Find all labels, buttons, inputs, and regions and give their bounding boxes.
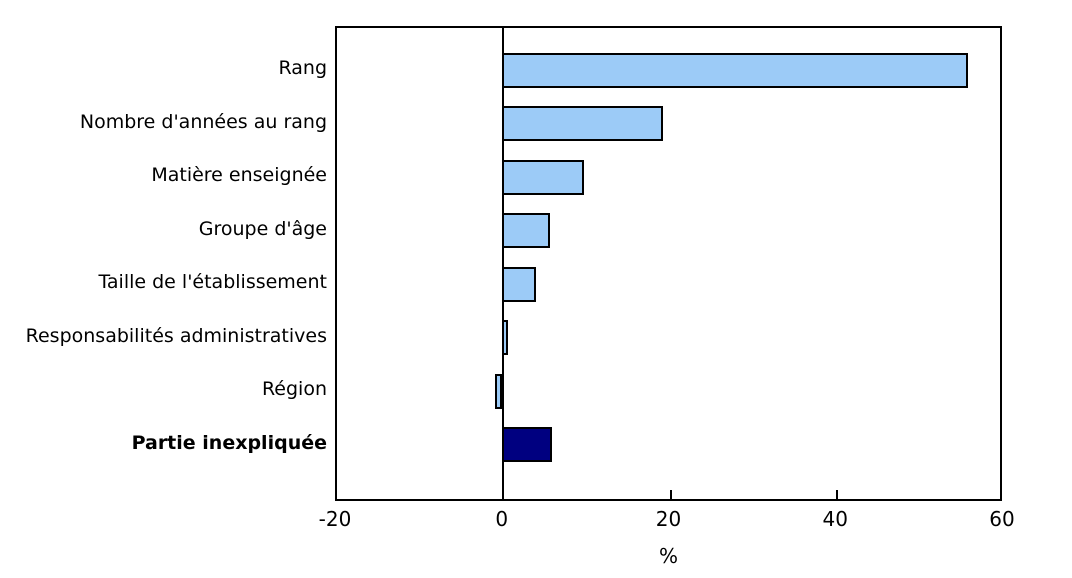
bar-8 bbox=[501, 427, 552, 462]
x-tick-mark bbox=[836, 490, 839, 499]
category-label: Matière enseignée bbox=[151, 164, 327, 186]
bar-2 bbox=[501, 106, 663, 141]
bar-1 bbox=[501, 52, 968, 88]
bar-4 bbox=[501, 213, 551, 248]
bar-3 bbox=[501, 159, 585, 195]
category-label: Taille de l'établissement bbox=[98, 271, 327, 293]
zero-gridline bbox=[501, 28, 504, 499]
x-tick-label: -20 bbox=[318, 507, 352, 531]
bar-7 bbox=[495, 373, 502, 409]
plot-area bbox=[335, 26, 1002, 501]
x-tick-label: 40 bbox=[822, 507, 848, 531]
x-tick-label: 60 bbox=[989, 507, 1015, 531]
bar-6 bbox=[501, 320, 508, 355]
category-label: Région bbox=[261, 378, 327, 400]
x-tick-label: 0 bbox=[495, 507, 509, 531]
x-tick-mark bbox=[669, 490, 672, 499]
category-label: Responsabilités administratives bbox=[25, 324, 327, 347]
x-tick-label: 20 bbox=[655, 507, 682, 531]
category-label: Nombre d'années au rang bbox=[79, 110, 327, 133]
category-label: Groupe d'âge bbox=[198, 217, 327, 240]
x-axis-title: % bbox=[658, 544, 678, 568]
category-label: Rang bbox=[278, 57, 327, 79]
bar-5 bbox=[501, 266, 536, 302]
category-label: Partie inexpliquée bbox=[131, 431, 327, 454]
